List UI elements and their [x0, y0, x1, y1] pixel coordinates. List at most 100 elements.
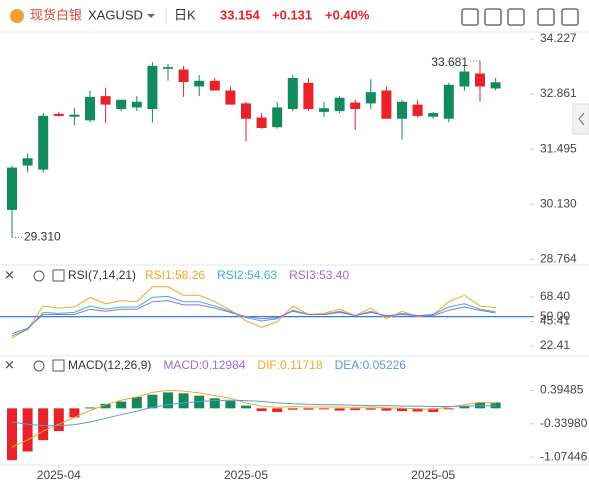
- rsi-line: [11, 300, 496, 335]
- change: +0.131: [272, 7, 312, 22]
- macd-bar: [69, 408, 80, 418]
- candle-body: [334, 97, 345, 112]
- candle-body: [319, 108, 329, 112]
- candle-body: [100, 96, 111, 105]
- fullscreen-button[interactable]: [537, 8, 555, 26]
- dropdown-arrow[interactable]: [147, 14, 155, 18]
- max-label: 33.681: [431, 55, 468, 69]
- macd-bar: [381, 408, 392, 411]
- macd-bar: [116, 401, 127, 409]
- price: 33.154: [220, 7, 261, 22]
- macd-bar: [443, 408, 454, 410]
- macd-bar: [163, 392, 173, 409]
- candle-body: [163, 67, 173, 69]
- candle-body: [85, 96, 95, 121]
- candle-body: [350, 102, 361, 110]
- candle-body: [397, 101, 407, 119]
- candle-body: [53, 113, 64, 116]
- legend-entry: RSI3:53.40: [289, 268, 349, 282]
- settings-icon[interactable]: [33, 270, 45, 282]
- settings-button[interactable]: [561, 8, 579, 26]
- toggle-icon[interactable]: [52, 359, 65, 372]
- candle-body: [272, 107, 283, 128]
- candle-body: [194, 80, 205, 87]
- macd-bar: [490, 402, 501, 409]
- y-tick-label: 34.227: [540, 31, 577, 45]
- y-tick-label: 32.861: [540, 86, 577, 100]
- macd-bar: [241, 405, 251, 409]
- candle-body: [209, 80, 220, 91]
- y-tick-label: 31.495: [540, 141, 577, 155]
- candle-body: [459, 71, 470, 87]
- candle-body: [131, 101, 142, 108]
- candle-body: [303, 82, 314, 110]
- x-tick-label: 2025-04: [37, 468, 81, 482]
- macd-bar: [334, 408, 345, 411]
- candle-body: [69, 114, 80, 117]
- macd-bar: [256, 408, 267, 412]
- change-pct: +0.40%: [325, 7, 370, 22]
- legend-entry: RSI1:58.26: [145, 268, 205, 282]
- candle-body: [475, 73, 485, 87]
- symbol[interactable]: XAGUSD: [88, 7, 143, 22]
- y-tick-label: 30.130: [540, 196, 577, 210]
- y-tick-label: 68.40: [540, 289, 570, 303]
- y-tick-label: 45.41: [540, 314, 570, 328]
- draw-button[interactable]: [484, 8, 502, 26]
- macd-bar: [178, 393, 189, 409]
- macd-bar: [85, 407, 95, 409]
- macd-bar: [303, 408, 314, 410]
- x-tick-label: 2025-05: [411, 468, 455, 482]
- candle-body: [116, 99, 127, 110]
- candle-body: [22, 158, 33, 166]
- candle-body: [381, 90, 392, 119]
- type-button[interactable]: [507, 8, 525, 26]
- candle-body: [443, 84, 454, 119]
- macd-bar: [209, 398, 220, 409]
- logo: [10, 9, 24, 23]
- rsi-line: [11, 286, 496, 339]
- legend-entry: DIF:0.11718: [257, 358, 322, 372]
- macd-bar: [53, 408, 64, 432]
- macd-bar: [365, 408, 376, 410]
- close-icon[interactable]: ✕: [4, 267, 15, 282]
- y-tick-label: -1.07446: [540, 449, 588, 463]
- macd-bar: [225, 401, 236, 409]
- collapse-tab[interactable]: [572, 103, 589, 135]
- candle-body: [7, 167, 17, 210]
- candle-body: [225, 90, 236, 105]
- legend-entry: MACD:0.12984: [163, 358, 245, 372]
- macd-bar: [412, 408, 423, 412]
- candle-body: [178, 69, 189, 83]
- y-tick-label: 28.764: [540, 252, 577, 266]
- legend-entry: DEA:0.05226: [335, 358, 407, 372]
- y-tick-label: -0.33980: [540, 416, 588, 430]
- toggle-icon[interactable]: [52, 269, 65, 282]
- legend-entry: RSI2:54.63: [217, 268, 277, 282]
- candle-body: [256, 117, 267, 129]
- period[interactable]: 日K: [174, 7, 196, 22]
- instrument-name[interactable]: 现货白银: [30, 7, 82, 22]
- macd-bar: [147, 394, 158, 409]
- candle-body: [147, 65, 158, 110]
- y-tick-label: 22.41: [540, 338, 570, 352]
- indicator-button[interactable]: [461, 8, 479, 26]
- macd-bar: [100, 403, 111, 409]
- macd-bar: [428, 408, 439, 412]
- close-icon[interactable]: ✕: [4, 357, 15, 372]
- macd-bar: [459, 406, 470, 409]
- macd-bar: [397, 408, 407, 412]
- candle-body: [428, 113, 439, 117]
- macd-bar: [319, 408, 329, 410]
- candle-body: [365, 92, 376, 104]
- macd-bar: [287, 408, 298, 410]
- settings-icon[interactable]: [33, 360, 45, 372]
- macd-bar: [7, 408, 17, 461]
- candle-body: [412, 104, 423, 116]
- collapse-arrow: [578, 112, 585, 126]
- indicator-title: MACD(12,26,9): [68, 358, 151, 372]
- macd-line: [11, 389, 496, 448]
- macd-bar: [38, 408, 49, 441]
